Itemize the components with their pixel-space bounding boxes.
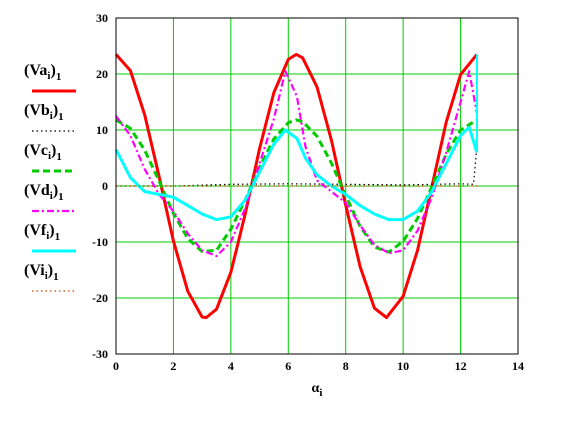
legend-entry-2: (Vbi)1 bbox=[24, 102, 76, 132]
legend-label: (Vci)1 bbox=[24, 142, 62, 163]
legend: (Vai)1 (Vbi)1 (Vci)1 (Vdi)1 (Vfi)1 (Vii)1 bbox=[24, 62, 76, 292]
y-tick-label: -10 bbox=[92, 235, 108, 249]
grid-layer bbox=[116, 18, 518, 354]
x-tick-label: 10 bbox=[397, 359, 409, 373]
y-tick-label: 10 bbox=[96, 123, 108, 137]
series-line-5 bbox=[114, 125, 479, 222]
legend-entry-5: (Vfi)1 bbox=[24, 222, 76, 253]
series-line-2 bbox=[116, 146, 478, 187]
y-tick-label: 0 bbox=[102, 179, 108, 193]
plot-frame bbox=[115, 17, 519, 355]
y-tick-label: -20 bbox=[92, 291, 108, 305]
y-tick-label: -30 bbox=[92, 347, 108, 361]
x-axis-label: αi bbox=[312, 381, 323, 399]
legend-entry-6: (Vii)1 bbox=[24, 262, 76, 292]
legend-label: (Vfi)1 bbox=[24, 222, 60, 243]
legend-entry-1: (Vai)1 bbox=[24, 62, 76, 93]
series-line-1 bbox=[114, 52, 479, 320]
x-tick-label: 6 bbox=[285, 359, 291, 373]
series-line-3 bbox=[115, 118, 478, 254]
series-layer bbox=[114, 52, 479, 320]
x-tick-label: 12 bbox=[455, 359, 467, 373]
x-tick-label: 8 bbox=[343, 359, 349, 373]
legend-label: (Vai)1 bbox=[24, 62, 61, 83]
x-tick-label: 2 bbox=[170, 359, 176, 373]
x-tick-label: 14 bbox=[512, 359, 524, 373]
legend-label: (Vii)1 bbox=[24, 262, 59, 283]
tick-layer: 0 2 4 6 8 10 12 14 -30 -20 -10 0 10 20 30 bbox=[92, 11, 524, 373]
y-tick-label: 20 bbox=[96, 67, 108, 81]
legend-label: (Vbi)1 bbox=[24, 102, 64, 123]
x-tick-label: 0 bbox=[113, 359, 119, 373]
legend-entry-3: (Vci)1 bbox=[24, 142, 76, 173]
x-tick-label: 4 bbox=[228, 359, 234, 373]
legend-label: (Vdi)1 bbox=[24, 182, 64, 203]
y-tick-label: 30 bbox=[96, 11, 108, 25]
series-line-4 bbox=[115, 70, 478, 258]
legend-entry-4: (Vdi)1 bbox=[24, 182, 76, 213]
